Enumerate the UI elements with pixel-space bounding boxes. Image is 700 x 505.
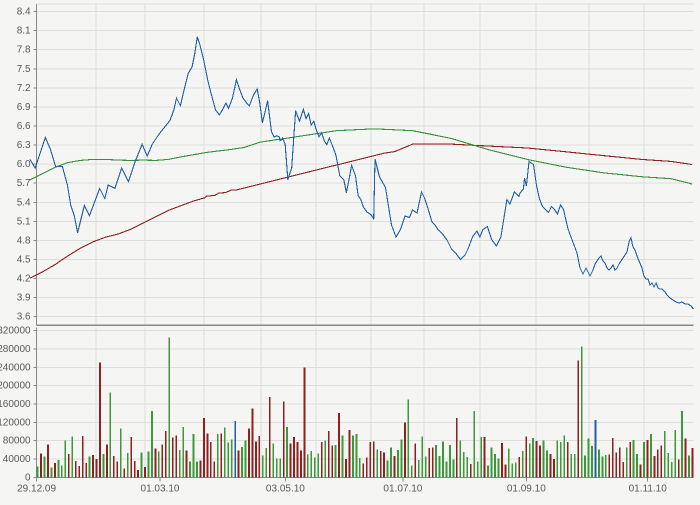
svg-text:5.4: 5.4 — [17, 197, 31, 208]
svg-text:8.4: 8.4 — [17, 7, 31, 18]
svg-text:6.9: 6.9 — [17, 102, 31, 113]
svg-text:4.5: 4.5 — [17, 255, 31, 266]
svg-text:29.12.09: 29.12.09 — [17, 483, 56, 494]
svg-text:01.03.10: 01.03.10 — [141, 483, 180, 494]
svg-text:40000: 40000 — [3, 454, 31, 465]
svg-text:80000: 80000 — [3, 436, 31, 447]
svg-text:01.11.10: 01.11.10 — [629, 483, 668, 494]
svg-text:8.1: 8.1 — [17, 26, 31, 37]
svg-text:4.2: 4.2 — [17, 274, 31, 285]
svg-text:7.2: 7.2 — [17, 83, 31, 94]
svg-text:320000: 320000 — [0, 326, 31, 337]
svg-text:01.07.10: 01.07.10 — [383, 483, 422, 494]
svg-text:120000: 120000 — [0, 417, 31, 428]
svg-text:200000: 200000 — [0, 381, 31, 392]
svg-text:7.8: 7.8 — [17, 45, 31, 56]
svg-text:03.05.10: 03.05.10 — [266, 483, 305, 494]
svg-text:3.9: 3.9 — [17, 293, 31, 304]
svg-text:5.1: 5.1 — [17, 216, 31, 227]
svg-text:6.0: 6.0 — [17, 159, 31, 170]
svg-text:160000: 160000 — [0, 399, 31, 410]
svg-text:6.3: 6.3 — [17, 140, 31, 151]
svg-text:7.5: 7.5 — [17, 64, 31, 75]
svg-text:0: 0 — [25, 472, 31, 483]
svg-text:6.6: 6.6 — [17, 121, 31, 132]
svg-text:240000: 240000 — [0, 362, 31, 373]
svg-text:280000: 280000 — [0, 344, 31, 355]
svg-text:4.8: 4.8 — [17, 235, 31, 246]
svg-text:3.6: 3.6 — [17, 312, 31, 323]
svg-text:5.7: 5.7 — [17, 178, 31, 189]
svg-text:01.09.10: 01.09.10 — [507, 483, 546, 494]
